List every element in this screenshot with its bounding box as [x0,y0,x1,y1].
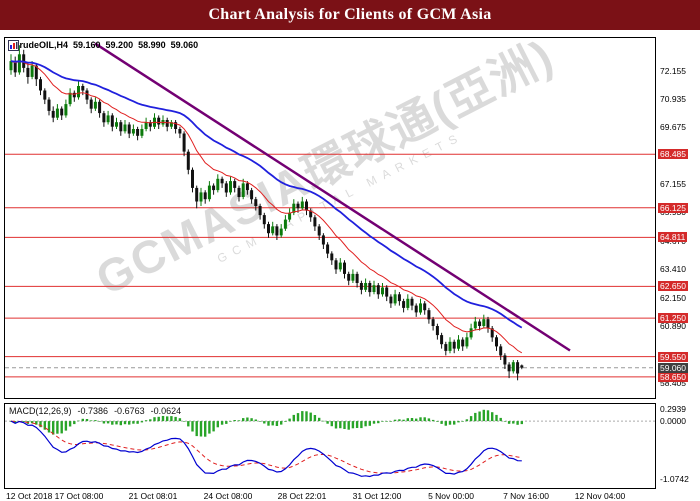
candles [9,45,524,381]
time-label: 31 Oct 12:00 [352,491,402,501]
page-title: Chart Analysis for Clients of GCM Asia [208,6,492,23]
time-label: 17 Oct 08:00 [54,491,104,501]
price-label: 72.155 [660,66,686,77]
symbol-timeframe: CrudeOIL,H4 [13,40,69,50]
title-banner: Chart Analysis for Clients of GCM Asia [0,0,700,30]
time-label: 12 Nov 04:00 [574,491,626,501]
macd-axis-label: 0.0000 [660,416,686,427]
sr-price-label[interactable]: 61.250 [658,313,688,324]
sr-price-label[interactable]: 58.650 [658,371,688,382]
sr-price-label[interactable]: 68.485 [658,149,688,160]
current-price-label: 59.060 [658,362,688,373]
macd-axis-label: -1.0742 [660,473,689,484]
time-label: 28 Oct 22:01 [277,491,327,501]
macd-signal-value: -0.6763 [114,406,145,416]
quote-open: 59.160 [73,40,101,50]
macd-label: MACD(12,26,9) -0.7386 -0.6763 -0.0624 [9,406,182,416]
price-chart-svg [5,42,655,381]
time-label: 24 Oct 08:00 [203,491,253,501]
macd-canvas[interactable]: MACD(12,26,9) -0.7386 -0.6763 -0.0624 [4,403,656,489]
sr-price-label[interactable]: 66.125 [658,202,688,213]
price-label: 69.675 [660,122,686,133]
macd-axis-label: 0.2939 [660,404,686,414]
macd-axis: 0.2939 0.0000 -1.0742 [658,404,700,488]
sr-price-label[interactable]: 64.811 [658,232,688,243]
quote-low: 58.990 [138,40,166,50]
price-label: 67.155 [660,179,686,190]
price-label: 70.935 [660,93,686,104]
time-label: 21 Oct 08:01 [128,491,178,501]
time-label: 5 Nov 00:00 [428,491,474,501]
quote-high: 59.200 [105,40,134,50]
time-label: 12 Oct 2018 [6,491,53,501]
macd-histogram [9,409,523,437]
price-chart-canvas[interactable]: GCMASIA環球通(亞洲) GCM CAPITAL MARKETS Crude… [4,29,656,399]
sr-price-label[interactable]: 59.550 [658,351,688,362]
macd-hist-value: -0.0624 [150,406,182,416]
quote-bar: CrudeOIL,H4 59.160 59.200 58.990 59.060 [8,40,199,51]
macd-name: MACD(12,26,9) [9,406,72,416]
price-label: 63.410 [660,264,686,275]
trendline [94,42,571,352]
time-axis[interactable]: 12 Oct 2018 17 Oct 08:00 21 Oct 08:01 24 Oc… [4,490,656,501]
macd-svg [5,409,655,478]
price-label: 58.405 [660,377,686,388]
price-label: 60.890 [660,321,686,332]
sr-price-label[interactable]: 62.650 [658,281,688,292]
price-label: 62.150 [660,292,686,303]
time-label: 7 Nov 16:00 [503,491,549,501]
macd-main-value: -0.7386 [77,406,109,416]
quote-close: 59.060 [170,40,199,50]
price-axis[interactable]: 72.15570.93569.67567.15565.93064.67063.4… [658,38,700,398]
